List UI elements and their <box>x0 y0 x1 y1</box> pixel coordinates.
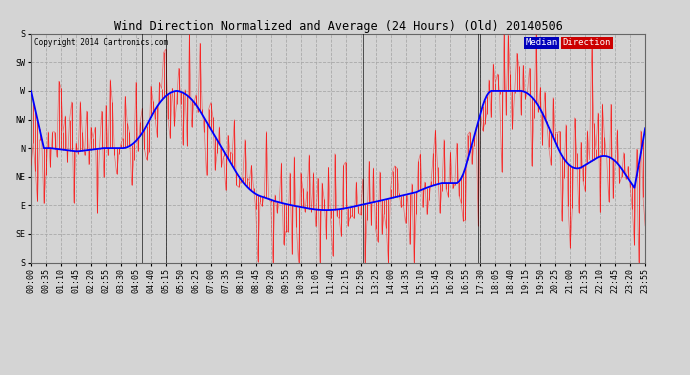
Text: Median: Median <box>525 38 558 47</box>
Text: Copyright 2014 Cartronics.com: Copyright 2014 Cartronics.com <box>34 38 168 47</box>
Text: Direction: Direction <box>563 38 611 47</box>
Title: Wind Direction Normalized and Average (24 Hours) (Old) 20140506: Wind Direction Normalized and Average (2… <box>114 20 562 33</box>
